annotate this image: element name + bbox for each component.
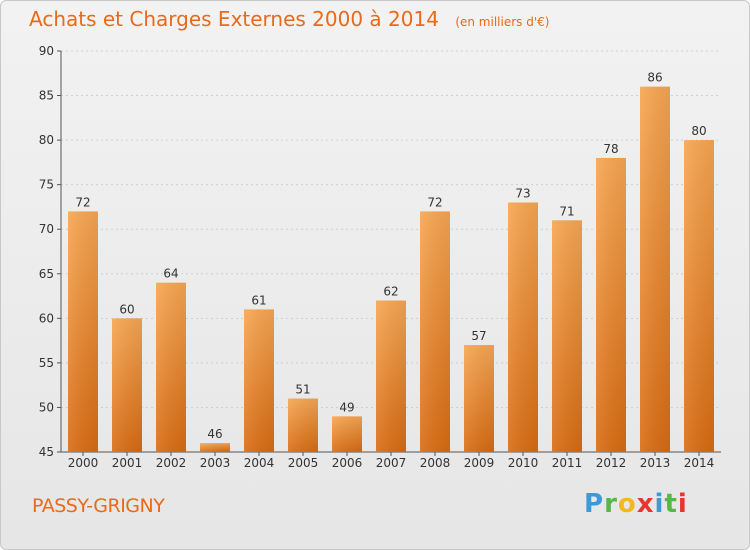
bar-shade	[156, 282, 186, 452]
chart-title: Achats et Charges Externes 2000 à 2014 (…	[29, 7, 549, 31]
data-label: 57	[471, 329, 486, 343]
place-name: PASSY-GRIGNY	[32, 495, 165, 517]
data-label: 49	[339, 400, 354, 414]
bar-shade	[288, 398, 318, 452]
x-tick-label: 2010	[508, 456, 539, 470]
data-label: 60	[119, 302, 134, 316]
logo-letter: P	[584, 489, 605, 519]
logo-letter: i	[654, 489, 665, 519]
bar-shade	[596, 157, 626, 452]
y-tick-label: 55	[39, 356, 54, 370]
y-tick-label: 90	[39, 44, 54, 58]
bar-shade	[332, 416, 362, 452]
bar-shade	[112, 318, 142, 452]
data-label: 72	[75, 195, 90, 209]
logo-letter: o	[617, 489, 637, 519]
x-tick-label: 2000	[68, 456, 99, 470]
logo-letter: x	[636, 489, 655, 519]
y-tick-label: 50	[39, 400, 54, 414]
x-tick-label: 2006	[332, 456, 363, 470]
data-label: 71	[559, 204, 574, 218]
data-label: 51	[295, 383, 310, 397]
bar-shade	[376, 300, 406, 452]
x-tick-label: 2009	[464, 456, 495, 470]
x-tick-label: 2012	[596, 456, 627, 470]
x-tick-label: 2001	[112, 456, 143, 470]
logo-letter: i	[677, 489, 688, 519]
chart-unit-label: (en milliers d'€)	[455, 15, 550, 29]
bar-shade	[200, 443, 230, 452]
chart-title-text: Achats et Charges Externes 2000 à 2014	[29, 7, 439, 31]
x-tick-label: 2008	[420, 456, 451, 470]
bar-shade	[68, 211, 98, 452]
data-label: 72	[427, 195, 442, 209]
x-tick-label: 2011	[552, 456, 583, 470]
data-label: 80	[691, 124, 706, 138]
y-tick-label: 75	[39, 178, 54, 192]
bar-shade	[420, 211, 450, 452]
proxiti-logo: Proxiti	[584, 489, 688, 519]
x-tick-label: 2014	[684, 456, 715, 470]
bar-shade	[684, 140, 714, 452]
bar-shade	[464, 345, 494, 452]
logo-letter: r	[604, 489, 618, 519]
y-tick-label: 60	[39, 311, 54, 325]
bar-shade	[640, 86, 670, 453]
y-tick-label: 80	[39, 133, 54, 147]
bar-shade	[552, 220, 582, 452]
x-tick-label: 2003	[200, 456, 231, 470]
y-tick-label: 65	[39, 267, 54, 281]
data-label: 46	[207, 427, 222, 441]
data-label: 64	[163, 267, 178, 281]
data-label: 62	[383, 285, 398, 299]
bar-shade	[508, 202, 538, 452]
y-tick-label: 45	[39, 445, 54, 459]
data-label: 78	[603, 142, 618, 156]
y-tick-label: 85	[39, 89, 54, 103]
data-label: 73	[515, 186, 530, 200]
data-label: 61	[251, 293, 266, 307]
logo-letter: t	[664, 489, 678, 519]
x-tick-label: 2004	[244, 456, 275, 470]
x-tick-label: 2005	[288, 456, 319, 470]
x-tick-label: 2002	[156, 456, 187, 470]
data-label: 86	[647, 71, 662, 85]
y-tick-label: 70	[39, 222, 54, 236]
x-tick-label: 2013	[640, 456, 671, 470]
x-tick-label: 2007	[376, 456, 407, 470]
bar-shade	[244, 309, 274, 452]
